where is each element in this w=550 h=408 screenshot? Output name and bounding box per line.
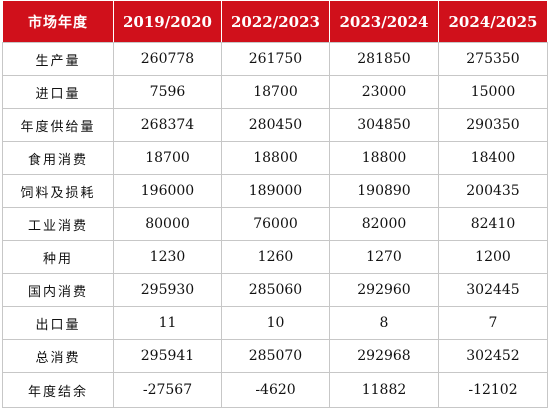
table-cell: 260778	[113, 42, 222, 76]
table-cell: -4620	[221, 372, 330, 408]
table-cell: 304850	[329, 108, 439, 142]
table-cell: 1200	[438, 240, 548, 274]
table-header-row: 市场年度 2019/2020 2022/2023 2023/2024 2024/…	[2, 1, 548, 43]
table-cell: 302452	[438, 339, 548, 373]
table-cell: 18800	[329, 141, 439, 175]
table-row: 出口量 11 10 8 7	[2, 306, 548, 340]
table-row: 生产量 260778 261750 281850 275350	[2, 42, 548, 76]
row-label: 进口量	[2, 75, 114, 109]
table-row: 种用 1230 1260 1270 1200	[2, 240, 548, 274]
table-cell: 18400	[438, 141, 548, 175]
table-cell: 7596	[113, 75, 222, 109]
table-cell: 18700	[113, 141, 222, 175]
table-cell: 190890	[329, 174, 439, 208]
row-label: 饲料及损耗	[2, 174, 114, 208]
table-cell: 1230	[113, 240, 222, 274]
table-cell: 1260	[221, 240, 330, 274]
table-row: 总消费 295941 285070 292968 302452	[2, 339, 548, 373]
header-cell-2022-2023: 2022/2023	[221, 1, 330, 43]
table-row: 国内消费 295930 285060 292960 302445	[2, 273, 548, 307]
table-cell: 292960	[329, 273, 439, 307]
table-cell: 82410	[438, 207, 548, 241]
table-cell: 18800	[221, 141, 330, 175]
table-cell: 285060	[221, 273, 330, 307]
table-cell: 200435	[438, 174, 548, 208]
table-cell: 292968	[329, 339, 439, 373]
table-cell: 23000	[329, 75, 439, 109]
row-label: 工业消费	[2, 207, 114, 241]
table-cell: -12102	[438, 372, 548, 408]
table-cell: 302445	[438, 273, 548, 307]
row-label: 食用消费	[2, 141, 114, 175]
table-cell: 7	[438, 306, 548, 340]
table-cell: 15000	[438, 75, 548, 109]
table-cell: 261750	[221, 42, 330, 76]
table-cell: 76000	[221, 207, 330, 241]
table-row: 年度供给量 268374 280450 304850 290350	[2, 108, 548, 142]
table-body: 生产量 260778 261750 281850 275350 进口量 7596…	[2, 42, 548, 408]
table-cell: 10	[221, 306, 330, 340]
table-cell: 189000	[221, 174, 330, 208]
table-cell: 295941	[113, 339, 222, 373]
row-label: 国内消费	[2, 273, 114, 307]
table-cell: 11882	[329, 372, 439, 408]
table-row: 食用消费 18700 18800 18800 18400	[2, 141, 548, 175]
table-row: 饲料及损耗 196000 189000 190890 200435	[2, 174, 548, 208]
table-cell: 11	[113, 306, 222, 340]
table-cell: 18700	[221, 75, 330, 109]
row-label: 年度结余	[2, 372, 114, 408]
table-cell: 196000	[113, 174, 222, 208]
table-cell: 295930	[113, 273, 222, 307]
table-cell: 80000	[113, 207, 222, 241]
header-cell-market-year: 市场年度	[2, 1, 114, 43]
row-label: 总消费	[2, 339, 114, 373]
table-row: 进口量 7596 18700 23000 15000	[2, 75, 548, 109]
row-label: 出口量	[2, 306, 114, 340]
header-cell-2024-2025: 2024/2025	[438, 1, 548, 43]
table-cell: 290350	[438, 108, 548, 142]
header-cell-2023-2024: 2023/2024	[329, 1, 439, 43]
table-cell: 281850	[329, 42, 439, 76]
row-label: 生产量	[2, 42, 114, 76]
table-cell: 82000	[329, 207, 439, 241]
table-row: 工业消费 80000 76000 82000 82410	[2, 207, 548, 241]
table-cell: 285070	[221, 339, 330, 373]
table-cell: -27567	[113, 372, 222, 408]
table-cell: 280450	[221, 108, 330, 142]
table-cell: 275350	[438, 42, 548, 76]
row-label: 年度供给量	[2, 108, 114, 142]
table-cell: 268374	[113, 108, 222, 142]
table-cell: 1270	[329, 240, 439, 274]
row-label: 种用	[2, 240, 114, 274]
header-cell-2019-2020: 2019/2020	[113, 1, 222, 43]
table-row: 年度结余 -27567 -4620 11882 -12102	[2, 372, 548, 408]
table-cell: 8	[329, 306, 439, 340]
